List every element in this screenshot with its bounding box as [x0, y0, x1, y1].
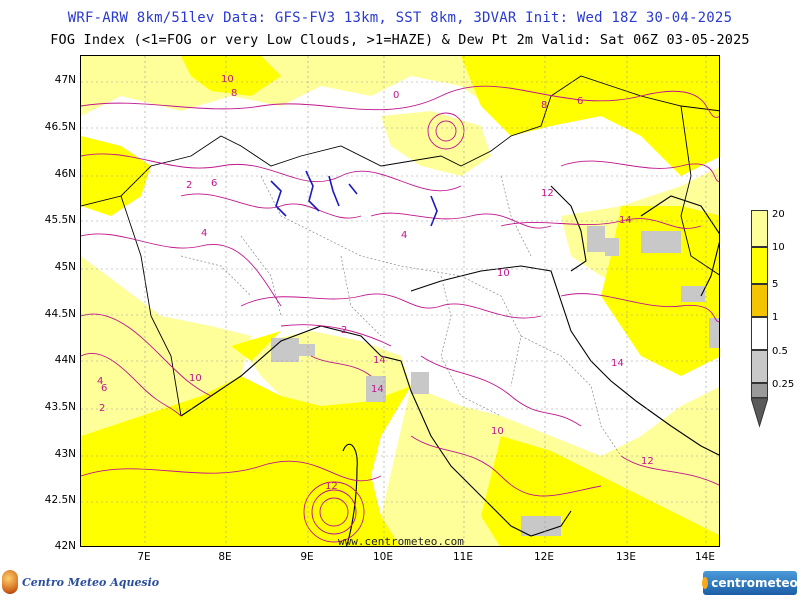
contour-label: 14 — [619, 215, 632, 226]
colorbar-segment-10 — [751, 247, 768, 284]
colorbar-label: 1 — [772, 312, 779, 323]
colorbar-segment-05 — [751, 350, 768, 383]
contour-label: 2 — [341, 325, 347, 336]
colorbar-segment-5 — [751, 284, 768, 317]
lat-label: 47N — [54, 74, 76, 86]
contour-label: 14 — [373, 355, 386, 366]
lon-label: 13E — [616, 551, 636, 563]
contour-label: 6 — [211, 178, 217, 189]
lon-label: 7E — [137, 551, 151, 563]
lon-label: 8E — [218, 551, 232, 563]
lon-label: 12E — [534, 551, 554, 563]
contour-labels: 10 8 6 4 2 0 12 14 10 8 6 4 2 12 14 10 1… — [97, 74, 654, 492]
map-title-line-2: FOG Index (<1=FOG or very Low Clouds, >1… — [50, 32, 750, 48]
contour-label: 10 — [497, 268, 510, 279]
contour-label: 14 — [611, 358, 624, 369]
colorbar-segment-1 — [751, 317, 768, 350]
colorbar-arrow — [751, 398, 768, 428]
colorbar-label: 10 — [772, 242, 785, 253]
lat-label: 42.5N — [44, 494, 76, 506]
dewpoint-contours — [81, 85, 719, 543]
contour-label: 10 — [221, 74, 234, 85]
contour-label: 6 — [101, 383, 107, 394]
contour-label: 8 — [541, 100, 547, 111]
lat-label: 45.5N — [44, 214, 76, 226]
contour-label: 10 — [189, 373, 202, 384]
lat-label: 46.5N — [44, 121, 76, 133]
contour-label: 4 — [97, 376, 103, 387]
contour-label: 10 — [491, 426, 504, 437]
contour-label: 2 — [186, 180, 192, 191]
contour-label: 2 — [99, 403, 105, 414]
lat-label: 43.5N — [44, 401, 76, 413]
lat-lon-grid — [81, 56, 719, 546]
site-watermark: www.centrometeo.com — [338, 535, 464, 548]
colorbar-label: 5 — [772, 279, 779, 290]
contour-label: 4 — [201, 228, 207, 239]
yellow-fields — [81, 56, 719, 546]
contour-label: 12 — [325, 481, 338, 492]
contour-label: 14 — [371, 384, 384, 395]
low-cloud-patches — [271, 226, 719, 536]
lon-label: 11E — [453, 551, 473, 563]
ring-icon — [702, 577, 709, 589]
logo-right-text: centrometeo — [711, 576, 798, 590]
region-borders — [180, 175, 622, 457]
lon-label: 10E — [373, 551, 393, 563]
lat-label: 45N — [54, 261, 76, 273]
colorbar-label: 0.25 — [772, 379, 795, 390]
centrometeo-logo[interactable]: centrometeo — [702, 571, 798, 595]
contour-label: 12 — [541, 188, 554, 199]
contour-label: 12 — [641, 456, 654, 467]
lat-label: 44.5N — [44, 308, 76, 320]
colorbar-label: 0.5 — [772, 346, 788, 357]
colorbar-segment-025 — [751, 383, 768, 398]
lat-label: 43N — [54, 448, 76, 460]
contour-label: 0 — [393, 90, 399, 101]
fog-index-map: 10 8 6 4 2 0 12 14 10 8 6 4 2 12 14 10 1… — [80, 55, 720, 547]
contour-label: 8 — [231, 88, 237, 99]
lat-label: 46N — [54, 168, 76, 180]
logo-left-text: Centro Meteo Aquesio — [22, 575, 160, 589]
contour-label: 4 — [401, 230, 407, 241]
lat-label: 44N — [54, 354, 76, 366]
borders — [81, 75, 719, 417]
lon-label: 9E — [300, 551, 314, 563]
colorbar-label: 20 — [772, 209, 785, 220]
colorbar-segment-20 — [751, 210, 768, 247]
lon-label: 14E — [695, 551, 715, 563]
contour-label: 6 — [577, 96, 583, 107]
lat-label: 42N — [54, 540, 76, 552]
map-canvas: 10 8 6 4 2 0 12 14 10 8 6 4 2 12 14 10 1… — [81, 56, 719, 546]
badge-icon — [2, 570, 18, 594]
centro-meteo-aquesio-logo[interactable]: Centro Meteo Aquesio — [2, 570, 159, 594]
map-title-line-1: WRF-ARW 8km/51lev Data: GFS-FV3 13km, SS… — [67, 10, 733, 26]
